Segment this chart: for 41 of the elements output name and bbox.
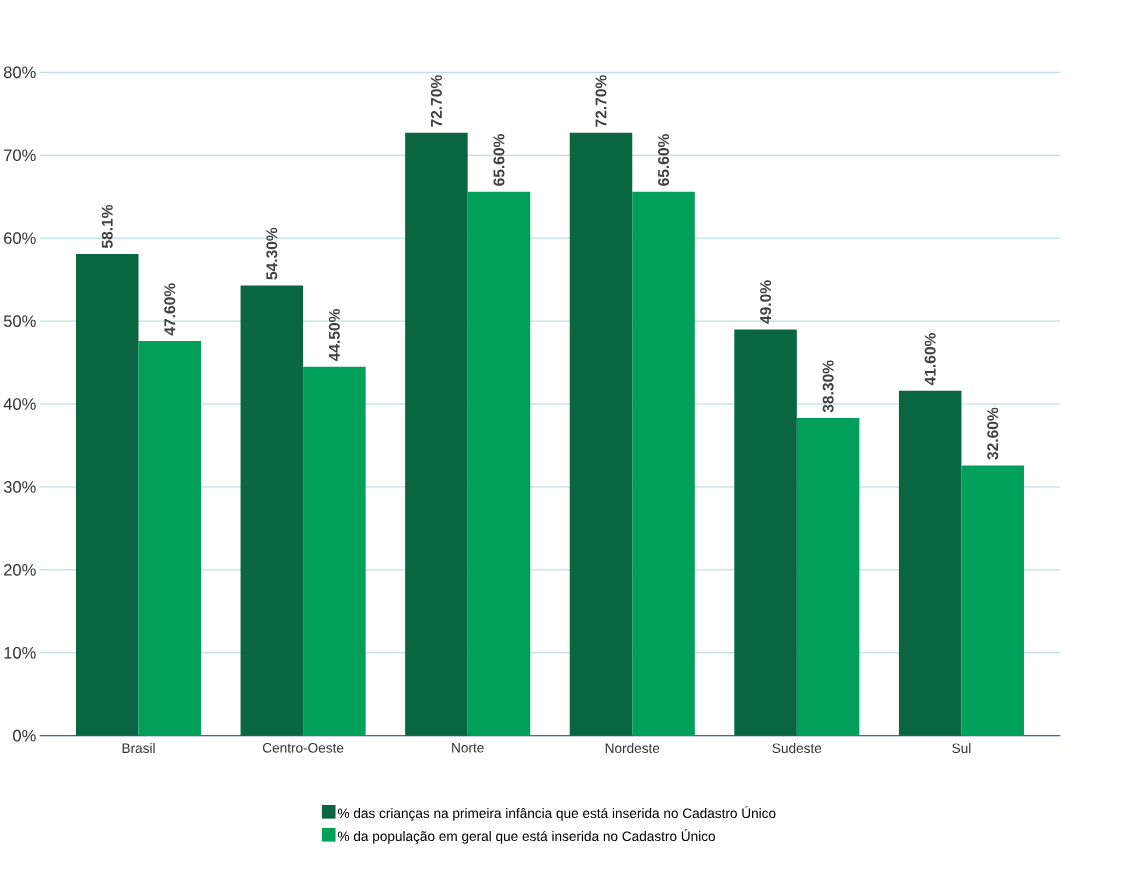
bar [632, 191, 695, 736]
data-label: 32.60% [987, 407, 999, 460]
y-tick-label: 20% [4, 563, 36, 576]
x-tick-label: Sul [952, 742, 971, 753]
y-tick-label: 60% [4, 232, 36, 244]
bar [734, 329, 797, 736]
data-label: 65.60% [658, 133, 670, 186]
data-label: 58.1% [101, 204, 113, 248]
bar [796, 418, 860, 736]
bar [405, 132, 468, 736]
legend-label: % das crianças na primeira infância que está inserida no Cadastro Único [337, 806, 776, 821]
x-tick-label: Norte [452, 742, 484, 753]
data-label: 72.70% [595, 75, 607, 127]
data-label: 44.50% [328, 308, 340, 361]
bar [569, 132, 633, 736]
data-label: 41.60% [924, 332, 936, 386]
data-label: 72.70% [430, 75, 442, 127]
bar [303, 366, 366, 736]
bar [75, 253, 139, 736]
data-label: 49.0% [760, 280, 772, 324]
data-label: 65.60% [493, 133, 505, 186]
legend-label: % da população em geral que está inserida no Cadastro Único [337, 829, 716, 844]
data-label: 47.60% [164, 283, 176, 336]
y-tick-label: 30% [3, 480, 36, 493]
y-tick-label: 70% [4, 149, 36, 161]
bar [138, 340, 202, 736]
bar [898, 390, 962, 736]
data-label: 38.30% [822, 360, 834, 413]
y-tick-label: 0% [13, 729, 36, 742]
y-tick-label: 50% [3, 315, 36, 327]
y-tick-label: 80% [3, 66, 36, 79]
y-tick-label: 10% [4, 646, 36, 659]
x-tick-label: Brasil [122, 742, 155, 753]
bar [961, 465, 1024, 736]
bar [467, 191, 531, 736]
x-tick-label: Sudeste [772, 742, 822, 753]
y-tick-label: 40% [3, 398, 36, 410]
data-label: 54.30% [266, 227, 278, 280]
x-tick-label: Centro-Oeste [262, 742, 344, 753]
x-tick-label: Nordeste [605, 742, 660, 753]
bar [240, 285, 304, 736]
